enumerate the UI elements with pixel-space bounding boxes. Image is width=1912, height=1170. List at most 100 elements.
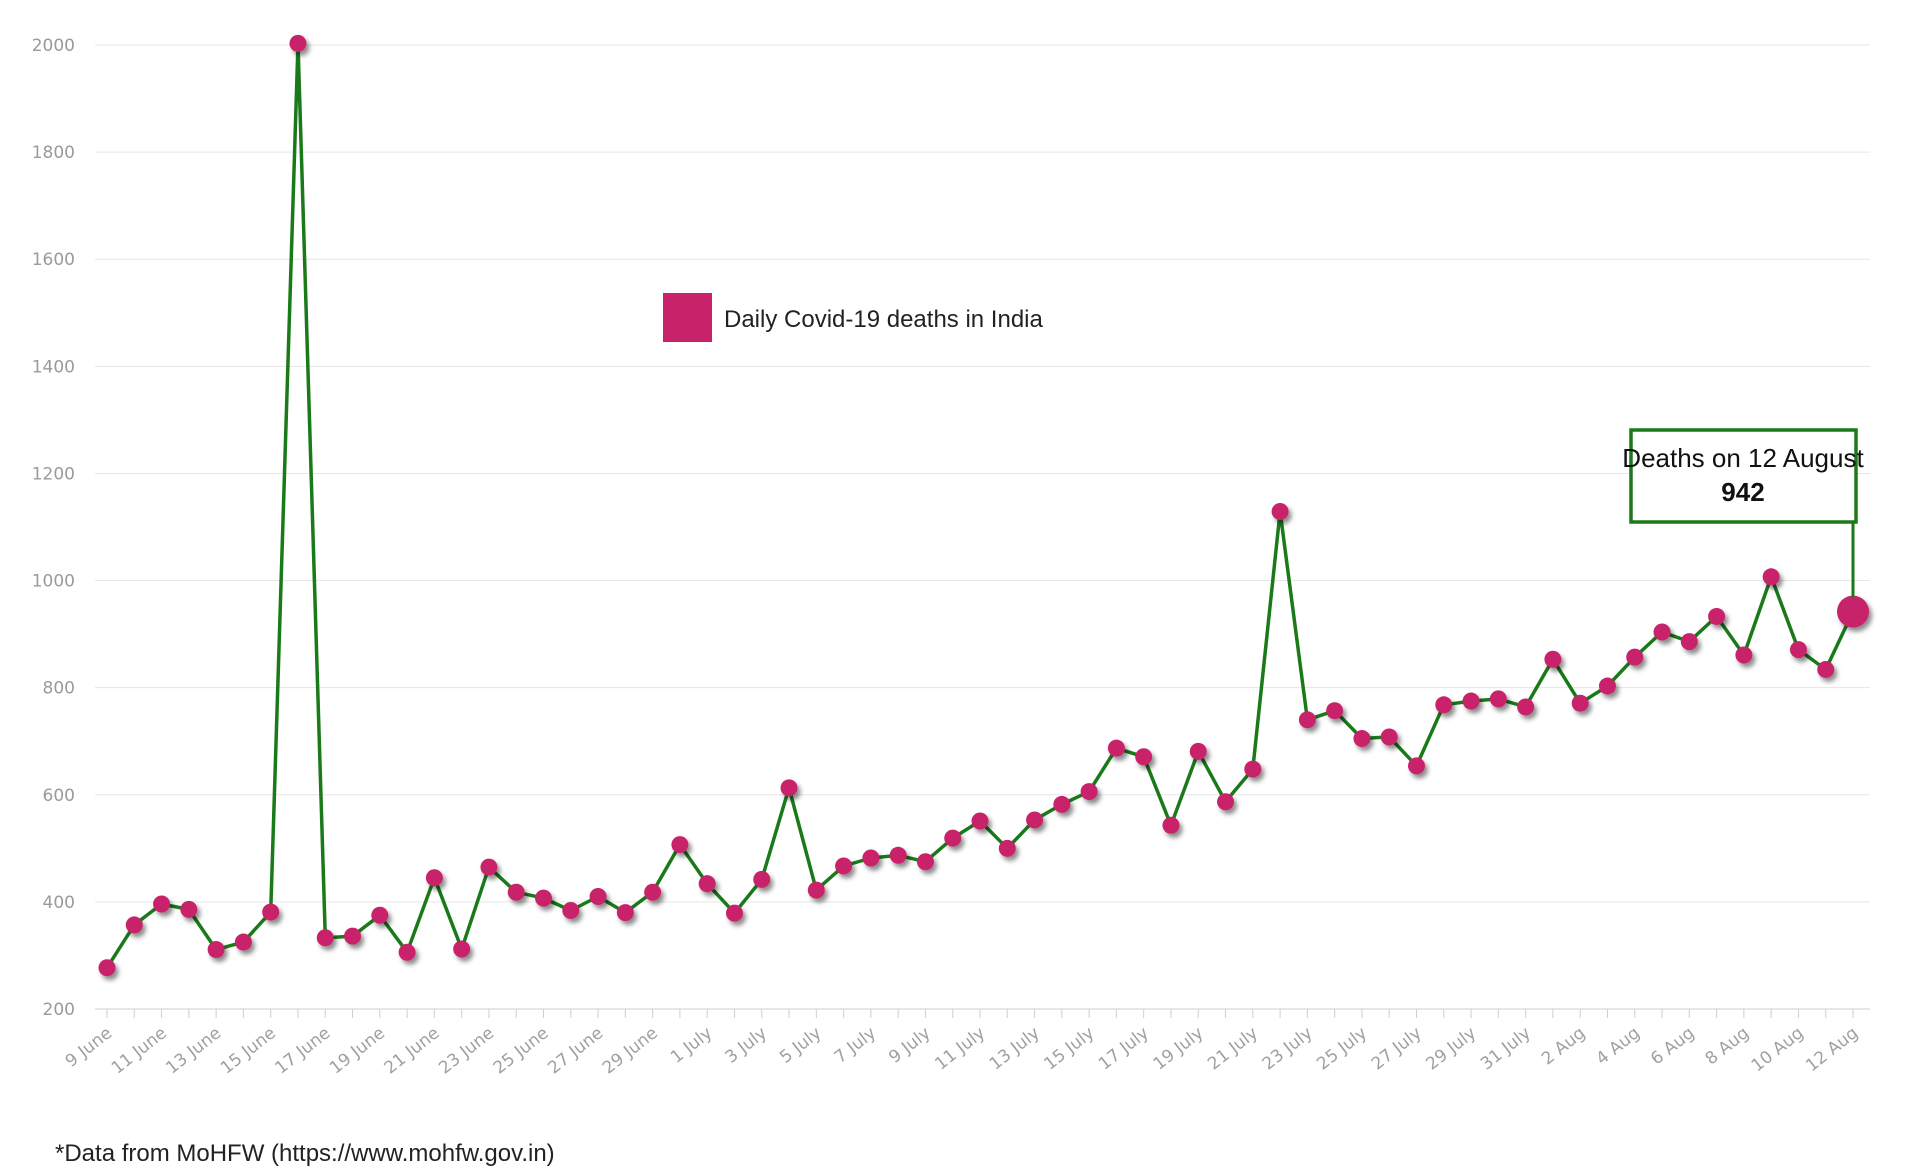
- x-tick-label: 13 June: [162, 1023, 225, 1078]
- x-tick-label: 10 Aug: [1748, 1023, 1808, 1076]
- x-tick-label: 25 July: [1313, 1023, 1371, 1074]
- x-tick-label: 25 June: [490, 1023, 553, 1078]
- x-tick-label: 21 July: [1204, 1023, 1262, 1074]
- data-point: [344, 927, 362, 945]
- data-point: [180, 900, 198, 918]
- data-point: [1462, 692, 1480, 710]
- data-point: [562, 901, 580, 919]
- data-point: [1326, 702, 1344, 720]
- data-point: [1135, 748, 1153, 766]
- x-tick-label: 27 June: [544, 1023, 607, 1078]
- data-point: [453, 940, 471, 958]
- y-tick-label: 600: [43, 786, 75, 806]
- data-point: [425, 869, 443, 887]
- data-point: [916, 853, 934, 871]
- x-tick-label: 19 June: [326, 1023, 389, 1078]
- x-tick-label: 17 June: [272, 1023, 335, 1078]
- data-point: [371, 906, 389, 924]
- data-point: [1053, 795, 1071, 813]
- x-tick-label: 7 July: [831, 1023, 880, 1068]
- x-tick-label: 8 Aug: [1702, 1023, 1753, 1069]
- x-tick-label: 5 July: [776, 1023, 825, 1068]
- y-tick-label: 1400: [32, 357, 75, 377]
- data-point: [1026, 811, 1044, 829]
- x-tick-label: 9 June: [62, 1023, 116, 1072]
- data-point: [1817, 660, 1835, 678]
- data-point: [1080, 783, 1098, 801]
- x-tick-label: 21 June: [381, 1023, 444, 1078]
- data-point: [780, 779, 798, 797]
- x-tick-label: 13 July: [986, 1023, 1044, 1074]
- data-point: [1626, 648, 1644, 666]
- x-tick-label: 19 July: [1150, 1023, 1208, 1074]
- data-point: [998, 839, 1016, 857]
- data-point: [507, 883, 525, 901]
- data-point: [944, 829, 962, 847]
- data-point: [1162, 816, 1180, 834]
- x-tick-label: 12 Aug: [1802, 1023, 1862, 1076]
- data-point-highlight: [1837, 595, 1869, 628]
- data-point: [1517, 698, 1535, 716]
- data-point: [1680, 633, 1698, 651]
- data-point: [98, 959, 116, 977]
- x-tick-label: 2 Aug: [1538, 1023, 1589, 1069]
- x-tick-label: 23 July: [1259, 1023, 1317, 1074]
- data-point: [1653, 623, 1671, 641]
- y-tick-label: 200: [43, 1000, 75, 1020]
- data-point: [1789, 641, 1807, 659]
- x-tick-label: 11 June: [108, 1023, 171, 1078]
- callout-box: [1629, 428, 1858, 524]
- data-point: [698, 875, 716, 893]
- x-tick-label: 23 June: [435, 1023, 498, 1078]
- data-point: [398, 943, 416, 961]
- data-point: [1380, 728, 1398, 746]
- data-point: [589, 888, 607, 906]
- x-tick-label: 3 July: [722, 1023, 771, 1068]
- data-point: [1762, 568, 1780, 586]
- data-point: [535, 889, 552, 907]
- data-point: [1571, 694, 1589, 712]
- data-point: [835, 857, 853, 875]
- callout-title: Deaths on 12 August: [1622, 443, 1864, 473]
- legend-swatch: [663, 293, 712, 342]
- data-point: [862, 849, 880, 867]
- y-tick-label: 800: [43, 679, 75, 699]
- x-tick-label: 4 Aug: [1593, 1023, 1644, 1069]
- data-point: [262, 903, 280, 921]
- data-point: [1408, 757, 1425, 775]
- x-tick-label: 15 July: [1040, 1023, 1098, 1074]
- data-point: [1489, 690, 1507, 708]
- source-footnote: *Data from MoHFW (https://www.mohfw.gov.…: [55, 1140, 555, 1167]
- y-tick-label: 1000: [32, 572, 75, 592]
- callout-value: 942: [1721, 477, 1764, 507]
- legend: Daily Covid-19 deaths in India: [663, 293, 1043, 342]
- data-point: [316, 929, 334, 947]
- x-tick-label: 11 July: [931, 1023, 989, 1074]
- data-points: [98, 34, 1869, 977]
- x-tick-label: 27 July: [1368, 1023, 1426, 1074]
- y-tick-label: 400: [43, 893, 75, 913]
- x-tick-label: 17 July: [1095, 1023, 1153, 1074]
- data-point: [1189, 742, 1207, 760]
- x-tick-label: 6 Aug: [1647, 1023, 1698, 1069]
- x-tick-label: 1 July: [667, 1023, 716, 1068]
- data-point: [125, 916, 143, 934]
- y-tick-label: 1800: [32, 143, 75, 163]
- data-point: [644, 883, 662, 901]
- data-point: [207, 941, 225, 959]
- annotation-callout: Deaths on 12 August 942: [1622, 428, 1864, 598]
- data-point: [480, 858, 498, 876]
- data-point: [807, 881, 825, 899]
- data-point: [1244, 760, 1262, 778]
- data-point: [971, 812, 989, 830]
- data-point: [671, 836, 689, 854]
- x-tick-label: 31 July: [1477, 1023, 1535, 1074]
- y-tick-label: 1200: [32, 464, 75, 484]
- data-point: [1271, 502, 1289, 520]
- data-point: [889, 846, 907, 864]
- data-point: [1298, 711, 1316, 729]
- data-point: [289, 34, 307, 52]
- data-point: [234, 933, 252, 951]
